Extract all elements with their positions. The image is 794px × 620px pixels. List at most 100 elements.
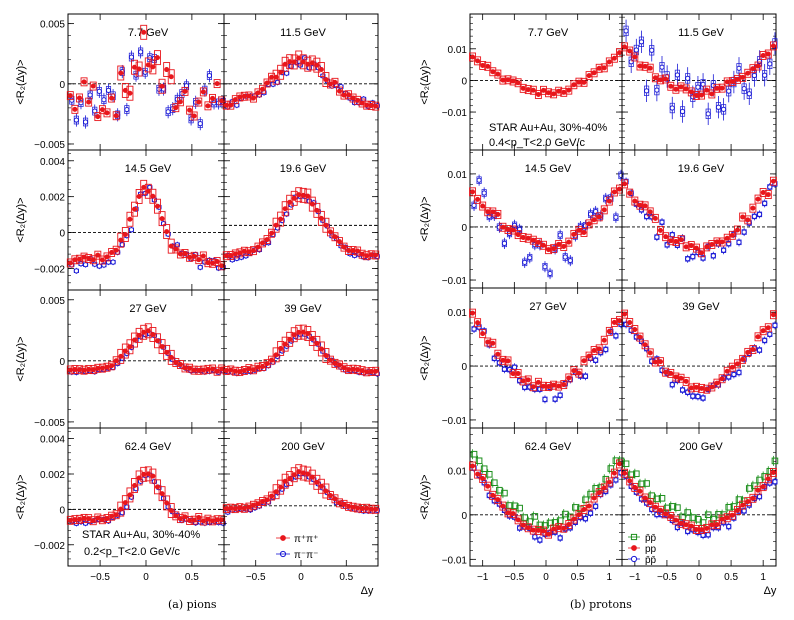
red-sys-box — [181, 86, 189, 96]
red-point — [734, 507, 740, 513]
red-sys-box — [126, 487, 134, 503]
blue-point — [695, 393, 701, 400]
red-point — [67, 260, 73, 266]
red-sys-box — [479, 329, 487, 339]
red-sys-box — [734, 505, 741, 515]
panel-200-GeV: −0.5 0 0.5 200 GeV — [222, 427, 380, 583]
red-sys-box — [718, 83, 726, 93]
red-sys-box — [304, 466, 312, 482]
red-point — [546, 384, 552, 390]
blue-point — [613, 333, 619, 339]
blue-point — [767, 61, 773, 67]
red-sys-box — [708, 239, 716, 249]
red-sys-box — [317, 478, 325, 494]
red-point — [104, 110, 110, 116]
red-point — [714, 380, 720, 386]
red-point — [495, 497, 501, 503]
red-sys-box — [621, 179, 629, 189]
x-tick-label: 0 — [298, 572, 304, 583]
green-point — [643, 480, 650, 487]
red-sys-box — [657, 225, 664, 235]
y-tick-label: 0.01 — [448, 45, 468, 56]
blue-point — [679, 387, 686, 393]
blue-point — [690, 253, 696, 260]
red-sys-box — [713, 520, 721, 530]
red-point — [693, 526, 699, 532]
red-point — [678, 520, 684, 526]
y-tick-label: 0.01 — [448, 466, 468, 477]
red-point — [760, 328, 766, 334]
red-point — [500, 503, 506, 509]
red-sys-box — [728, 362, 736, 372]
red-sys-box — [149, 188, 157, 204]
red-sys-box — [580, 77, 588, 87]
red-point — [663, 369, 669, 375]
red-sys-box — [754, 194, 762, 204]
red-sys-box — [249, 93, 257, 103]
blue-point — [557, 535, 563, 541]
blue-point — [197, 121, 203, 127]
red-point — [714, 85, 720, 91]
red-sys-box — [85, 514, 93, 524]
x-tick-label: −0.5 — [90, 572, 110, 583]
red-sys-box — [176, 360, 184, 369]
red-sys-box — [172, 511, 180, 521]
red-point — [668, 83, 674, 89]
red-point — [525, 87, 531, 93]
red-sys-box — [555, 381, 563, 391]
red-sys-box — [268, 355, 276, 365]
red-sys-box — [749, 203, 757, 213]
blue-point — [587, 211, 594, 217]
red-point — [485, 209, 491, 215]
red-sys-box — [698, 90, 706, 100]
red-point — [132, 64, 138, 70]
red-point — [113, 512, 119, 518]
red-point — [678, 84, 684, 90]
red-sys-box — [158, 211, 166, 227]
red-point — [561, 525, 567, 531]
red-sys-box — [769, 176, 777, 186]
red-sys-box — [135, 189, 143, 204]
red-sys-box — [144, 57, 152, 73]
red-point — [581, 358, 587, 364]
green-point — [506, 502, 513, 509]
green-point — [501, 489, 508, 497]
red-point — [663, 234, 669, 240]
red-point — [596, 490, 602, 496]
red-sys-box — [764, 190, 772, 200]
red-sys-box — [631, 52, 639, 62]
y-tick-label: −0.005 — [34, 140, 65, 151]
red-sys-box — [340, 499, 348, 509]
red-point — [709, 241, 715, 247]
x-tick-label: 0.5 — [571, 572, 585, 583]
red-point — [141, 184, 147, 190]
x-tick-label: −0.5 — [504, 572, 524, 583]
red-point — [81, 79, 87, 85]
red-point — [632, 327, 638, 333]
red-point — [632, 54, 638, 60]
red-sys-box — [126, 85, 134, 101]
green-point — [674, 504, 681, 511]
red-sys-box — [744, 497, 752, 507]
red-sys-box — [313, 474, 321, 490]
red-point — [765, 51, 771, 57]
red-sys-box — [759, 482, 767, 492]
red-point — [616, 50, 622, 56]
pions-legend: π⁺π⁺ π⁻π⁻ — [276, 534, 318, 561]
blue-point — [623, 28, 629, 34]
red-sys-box — [626, 476, 634, 486]
red-point — [601, 207, 607, 213]
red-point — [104, 364, 110, 370]
red-sys-box — [662, 74, 670, 84]
red-sys-box — [199, 251, 207, 261]
red-point — [652, 75, 658, 81]
red-sys-box — [172, 103, 180, 113]
red-sys-box — [345, 90, 353, 100]
red-point — [551, 526, 557, 532]
green-point — [612, 457, 620, 464]
red-point — [136, 193, 142, 199]
red-sys-box — [135, 470, 143, 486]
red-sys-box — [231, 95, 239, 105]
red-sys-box — [112, 356, 120, 366]
red-sys-box — [326, 355, 334, 365]
